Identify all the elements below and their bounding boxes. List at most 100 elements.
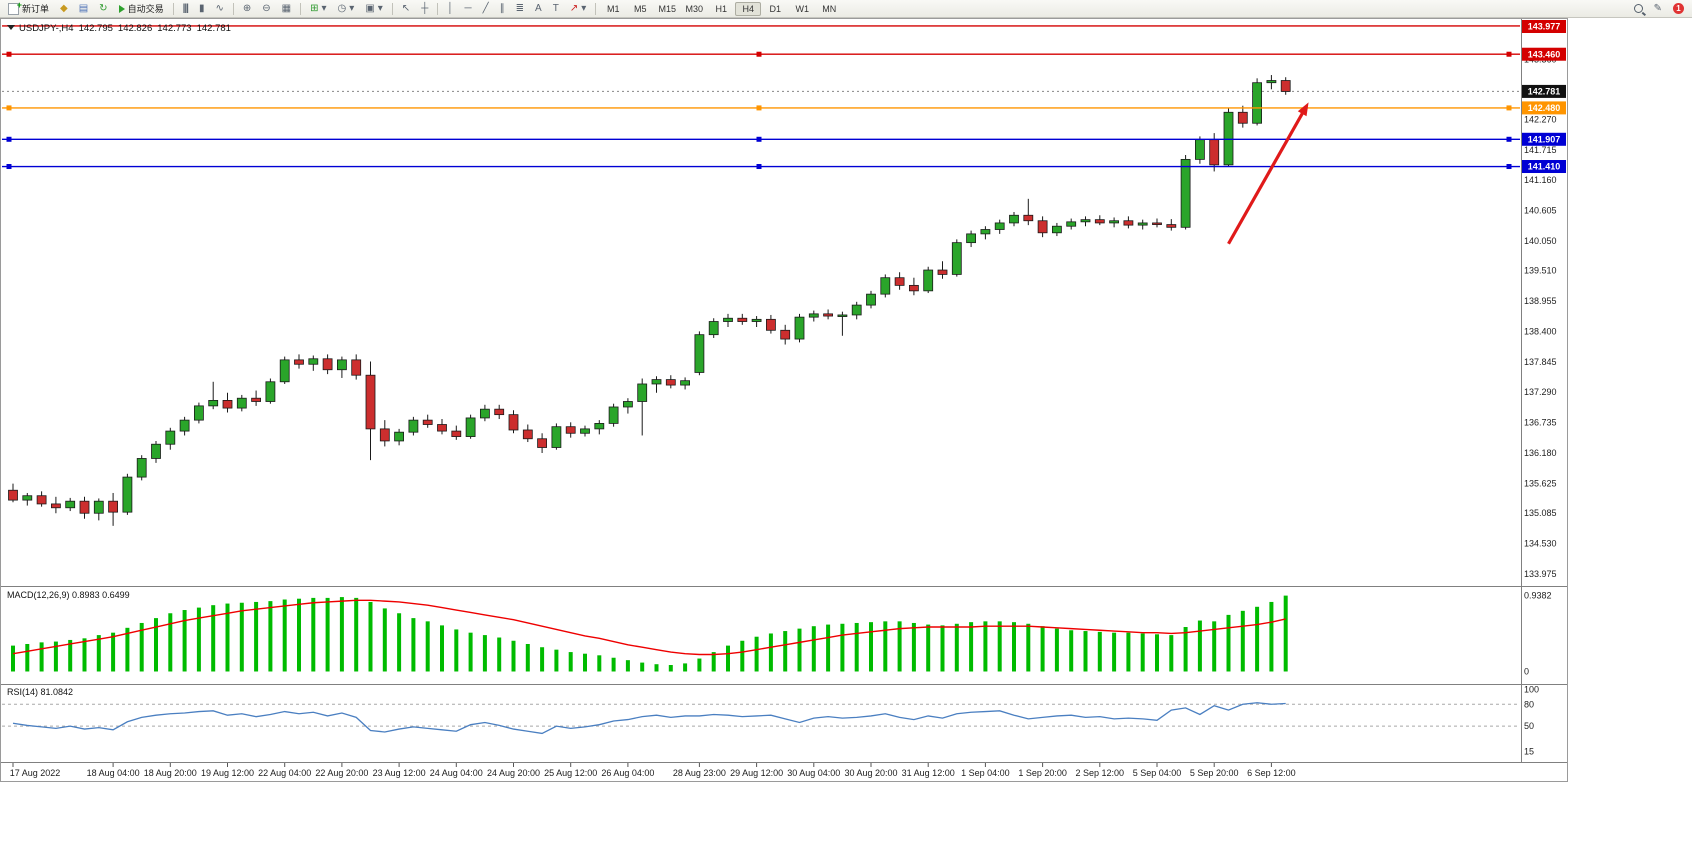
line-handle[interactable] (756, 51, 762, 57)
candle-down (422, 419, 433, 425)
price-tick: 135.625 (1524, 478, 1557, 488)
trend-arrow-annotation[interactable] (1227, 102, 1309, 245)
notifications-button[interactable]: 1 (1668, 0, 1689, 17)
line-handle[interactable] (1506, 136, 1512, 142)
horizontal-line[interactable] (2, 164, 1520, 170)
label-button[interactable]: T (548, 0, 564, 17)
line-handle[interactable] (1506, 51, 1512, 57)
timeframe-button-h4[interactable]: H4 (735, 1, 762, 16)
macd-histogram-bar (711, 652, 716, 672)
macd-histogram-bar (1097, 631, 1102, 672)
line-handle[interactable] (1506, 105, 1512, 111)
vertical-line-icon: │ (447, 2, 454, 14)
collapse-icon[interactable] (7, 25, 15, 30)
zoom-out-button[interactable]: ⊖ (257, 0, 275, 17)
cursor-button[interactable]: ↖ (397, 0, 415, 17)
timeframe-button-m15[interactable]: M15 (658, 3, 676, 14)
refresh-button[interactable]: ↻ (94, 0, 112, 17)
line-chart-button[interactable]: ∿ (211, 0, 229, 17)
arrow-shaft[interactable] (1227, 109, 1306, 245)
fibonacci-button[interactable]: ≣ (511, 0, 529, 17)
candle-down (8, 489, 18, 501)
timeframe-button-m5[interactable]: M5 (633, 3, 647, 14)
line-handle[interactable] (6, 164, 12, 170)
time-axis: 17 Aug 2022 18 Aug 04:00 18 Aug 20:00 19 Au… (10, 763, 1296, 778)
tile-windows-button[interactable]: ▦ (277, 0, 296, 17)
channel-icon: ∥ (499, 2, 505, 14)
macd-histogram-bar (425, 621, 430, 672)
line-handle[interactable] (756, 136, 762, 142)
timeframe-button-m30[interactable]: M30 (685, 3, 703, 14)
candle-up (236, 397, 247, 409)
macd-histogram-bar (811, 626, 816, 672)
macd-histogram-bar (1126, 632, 1131, 672)
line-handle[interactable] (6, 51, 12, 57)
price-tick: 140.050 (1524, 236, 1557, 246)
macd-label: MACD(12,26,9) (7, 590, 70, 600)
autotrading-button[interactable]: 自动交易 (114, 0, 169, 17)
line-handle[interactable] (1506, 164, 1512, 170)
candle-up (723, 317, 733, 322)
time-label: 30 Aug 04:00 (787, 768, 840, 778)
rsi-tick: 80 (1524, 699, 1534, 709)
price-chart[interactable]: 143.360142.825142.270141.715141.160140.6… (1, 19, 1567, 781)
candle-up (694, 334, 705, 373)
horizontal-line-button[interactable]: ─ (460, 0, 477, 17)
charts-button[interactable]: ▤ (74, 0, 93, 17)
candle-up (794, 316, 805, 340)
macd-histogram-bar (697, 658, 702, 672)
macd-histogram-bar (583, 653, 587, 672)
candle-up (751, 318, 762, 322)
edit-button[interactable]: ✎ (1649, 0, 1667, 17)
candle-down (894, 277, 905, 286)
candle-down (823, 313, 833, 317)
trendline-button[interactable]: ╱ (478, 0, 494, 17)
bar-chart-button[interactable]: ||| (178, 0, 193, 17)
periods-button[interactable]: ◷ ▾ (333, 0, 360, 17)
line-handle[interactable] (756, 164, 762, 170)
macd-histogram-bar (1112, 632, 1117, 672)
svg-text:143.977: 143.977 (1528, 22, 1561, 32)
timeframe-button-d1[interactable]: D1 (769, 3, 781, 14)
svg-text:142.480: 142.480 (1528, 103, 1561, 113)
candlestick-chart-button[interactable]: ▮ (194, 0, 210, 17)
line-handle[interactable] (756, 105, 762, 111)
svg-text:141.907: 141.907 (1528, 134, 1561, 144)
time-label: 5 Sep 04:00 (1133, 768, 1182, 778)
macd-histogram-bar (268, 601, 273, 672)
candles-series[interactable] (8, 75, 1291, 526)
templates-button[interactable]: ▣ ▾ (360, 0, 387, 17)
vertical-line-button[interactable]: │ (442, 0, 458, 17)
chart-symbol: USDJPY-,H4 (19, 23, 74, 34)
candle-up (1066, 221, 1077, 227)
macd-histogram-bar (411, 618, 416, 672)
channel-button[interactable]: ∥ (495, 0, 510, 17)
timeframe-button-w1[interactable]: W1 (795, 3, 810, 14)
price-tick: 134.530 (1524, 538, 1557, 548)
macd-histogram-bar (597, 655, 602, 672)
line-handle[interactable] (6, 136, 12, 142)
arrows-button[interactable]: ↗ ▾ (565, 0, 591, 17)
indicators-button[interactable]: ⊞ ▾ (305, 0, 331, 17)
new-order-label: 新订单 (22, 4, 50, 14)
text-button[interactable]: A (530, 0, 547, 17)
editor-button[interactable]: ◆ (55, 0, 73, 17)
timeframe-button-m1[interactable]: M1 (606, 3, 620, 14)
line-handle[interactable] (6, 105, 12, 111)
timeframe-button-h1[interactable]: H1 (715, 3, 727, 14)
horizontal-line[interactable] (2, 105, 1520, 111)
candlestick-icon: ▮ (198, 2, 205, 14)
time-label: 5 Sep 20:00 (1190, 768, 1239, 778)
macd-histogram-bar (883, 621, 888, 672)
crosshair-button[interactable]: ┼ (416, 0, 433, 17)
candle-up (479, 408, 490, 419)
search-button[interactable] (1629, 0, 1648, 17)
rsi-value: 81.0842 (40, 687, 74, 697)
horizontal-line[interactable] (2, 51, 1520, 57)
new-order-button[interactable]: 新订单 (3, 0, 54, 17)
rsi-tick: 100 (1524, 685, 1539, 695)
horizontal-line[interactable] (2, 136, 1520, 142)
timeframe-button-mn[interactable]: MN (822, 3, 837, 14)
zoom-in-button[interactable]: ⊕ (238, 0, 256, 17)
trendline-icon: ╱ (482, 2, 489, 14)
